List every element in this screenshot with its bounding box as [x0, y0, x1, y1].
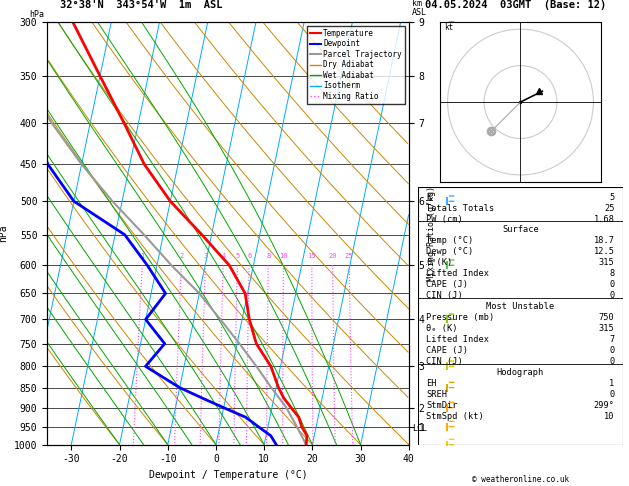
- Text: 3: 3: [204, 253, 208, 260]
- Text: Most Unstable: Most Unstable: [486, 302, 555, 311]
- Text: 5: 5: [610, 192, 615, 202]
- Text: K: K: [426, 192, 431, 202]
- Text: PW (cm): PW (cm): [426, 214, 463, 224]
- Text: Lifted Index: Lifted Index: [426, 269, 489, 278]
- Text: 7: 7: [610, 335, 615, 344]
- Text: 1: 1: [140, 253, 145, 260]
- Text: 32°38'N  343°54'W  1m  ASL: 32°38'N 343°54'W 1m ASL: [60, 0, 222, 10]
- Y-axis label: Mixing Ratio (g/kg): Mixing Ratio (g/kg): [427, 186, 437, 281]
- Legend: Temperature, Dewpoint, Parcel Trajectory, Dry Adiabat, Wet Adiabat, Isotherm, Mi: Temperature, Dewpoint, Parcel Trajectory…: [306, 26, 405, 104]
- Text: Lifted Index: Lifted Index: [426, 335, 489, 344]
- Text: 1.68: 1.68: [594, 214, 615, 224]
- Text: 8: 8: [610, 269, 615, 278]
- Text: 315: 315: [599, 324, 615, 333]
- Y-axis label: hPa: hPa: [0, 225, 8, 242]
- X-axis label: Dewpoint / Temperature (°C): Dewpoint / Temperature (°C): [148, 470, 308, 480]
- Text: Dewp (°C): Dewp (°C): [426, 247, 474, 257]
- Text: 6: 6: [247, 253, 252, 260]
- Text: Pressure (mb): Pressure (mb): [426, 313, 495, 322]
- Text: km
ASL: km ASL: [412, 0, 427, 17]
- Text: SREH: SREH: [426, 390, 447, 399]
- Text: 0: 0: [610, 357, 615, 366]
- Text: 25: 25: [345, 253, 353, 260]
- Text: 15: 15: [308, 253, 316, 260]
- Text: 299°: 299°: [594, 401, 615, 410]
- Text: CAPE (J): CAPE (J): [426, 280, 469, 289]
- Text: 04.05.2024  03GMT  (Base: 12): 04.05.2024 03GMT (Base: 12): [425, 0, 606, 10]
- Text: 0: 0: [610, 390, 615, 399]
- Text: 18.7: 18.7: [594, 236, 615, 245]
- Text: 0: 0: [610, 346, 615, 355]
- Text: θₑ (K): θₑ (K): [426, 324, 458, 333]
- Text: CIN (J): CIN (J): [426, 291, 463, 300]
- Text: CIN (J): CIN (J): [426, 357, 463, 366]
- Text: 1: 1: [610, 379, 615, 388]
- Text: 2: 2: [179, 253, 184, 260]
- Text: 8: 8: [266, 253, 270, 260]
- Text: 25: 25: [604, 204, 615, 212]
- Text: 315: 315: [599, 259, 615, 267]
- Text: StmDir: StmDir: [426, 401, 458, 410]
- Text: 0: 0: [610, 291, 615, 300]
- Text: hPa: hPa: [29, 10, 44, 19]
- Text: 4: 4: [221, 253, 226, 260]
- Text: © weatheronline.co.uk: © weatheronline.co.uk: [472, 474, 569, 484]
- Text: θᵉ(K): θᵉ(K): [426, 259, 453, 267]
- Text: 12.5: 12.5: [594, 247, 615, 257]
- Text: 5: 5: [235, 253, 240, 260]
- Text: kt: kt: [444, 23, 454, 32]
- Text: 10: 10: [279, 253, 287, 260]
- Text: Surface: Surface: [502, 226, 539, 234]
- Text: CAPE (J): CAPE (J): [426, 346, 469, 355]
- Text: 0: 0: [610, 280, 615, 289]
- Text: 750: 750: [599, 313, 615, 322]
- Text: Totals Totals: Totals Totals: [426, 204, 495, 212]
- Text: Temp (°C): Temp (°C): [426, 236, 474, 245]
- Text: 10: 10: [604, 412, 615, 421]
- Text: EH: EH: [426, 379, 437, 388]
- Text: 20: 20: [328, 253, 337, 260]
- Text: LCL: LCL: [413, 424, 428, 433]
- Text: StmSpd (kt): StmSpd (kt): [426, 412, 484, 421]
- Text: Hodograph: Hodograph: [497, 368, 544, 377]
